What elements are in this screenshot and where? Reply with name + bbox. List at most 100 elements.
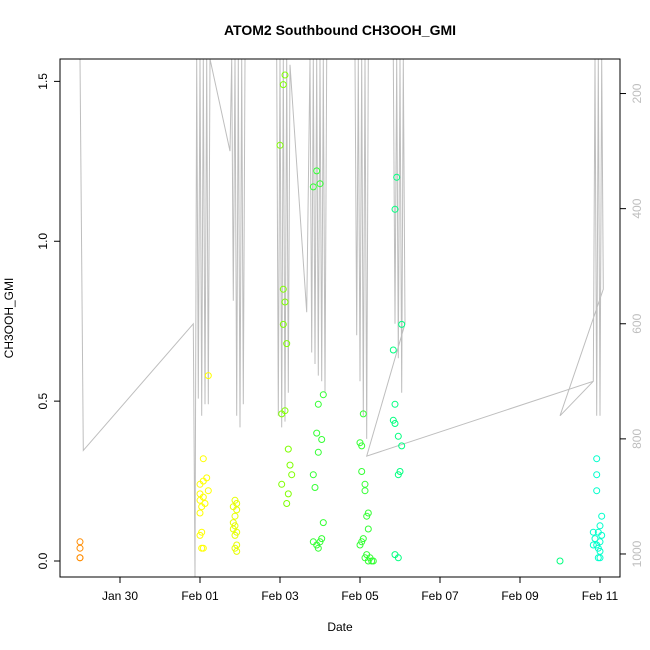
data-point — [204, 487, 212, 495]
x-tick-label: Feb 09 — [501, 589, 539, 603]
x-tick-label: Jan 30 — [102, 589, 138, 603]
data-point — [593, 455, 601, 463]
data-point — [319, 519, 327, 527]
x-tick-label: Feb 01 — [181, 589, 219, 603]
y2-tick-label: 800 — [630, 429, 644, 449]
data-point — [398, 320, 406, 328]
data-point — [358, 442, 366, 450]
data-point — [319, 391, 327, 399]
y2-tick-label: 400 — [630, 198, 644, 218]
data-point — [196, 531, 204, 539]
data-point — [199, 455, 207, 463]
x-tick-label: Feb 03 — [261, 589, 299, 603]
data-point — [284, 490, 292, 498]
data-point — [391, 400, 399, 408]
data-point — [364, 525, 372, 533]
data-point — [589, 528, 597, 536]
data-point — [394, 471, 402, 479]
data-point — [398, 442, 406, 450]
data-point — [76, 554, 84, 562]
data-point — [598, 531, 606, 539]
pressure-line-layer — [60, 59, 604, 577]
data-point — [196, 509, 204, 517]
data-point — [76, 544, 84, 552]
data-point — [313, 167, 321, 175]
y2-tick-label: 200 — [630, 83, 644, 103]
y-axis-left: 0.0 0.5 1.0 1.5 — [36, 73, 60, 569]
data-point — [363, 512, 371, 520]
data-point — [391, 420, 399, 427]
y-tick-label: 0.0 — [36, 552, 50, 569]
data-point — [589, 541, 597, 549]
x-axis-label: Date — [327, 620, 353, 634]
data-point — [284, 445, 292, 453]
data-point — [231, 531, 239, 539]
data-point — [204, 372, 212, 380]
data-point — [361, 480, 369, 488]
data-point — [556, 557, 564, 565]
data-point — [279, 81, 287, 89]
data-point — [278, 480, 286, 488]
y-tick-label: 1.0 — [36, 233, 50, 250]
data-points-layer — [76, 71, 606, 565]
chart-title: ATOM2 Southbound CH3OOH_GMI — [224, 22, 456, 38]
data-point — [233, 506, 241, 514]
x-axis: Jan 30 Feb 01 Feb 03 Feb 05 Feb 07 Feb 09 Feb … — [102, 577, 619, 603]
data-point — [361, 487, 369, 495]
data-point — [369, 557, 377, 565]
data-point — [286, 461, 294, 469]
y-tick-label: 1.5 — [36, 73, 50, 90]
data-point — [76, 538, 84, 546]
pressure-line — [60, 59, 604, 577]
y2-tick-label: 1000 — [630, 540, 644, 567]
data-point — [596, 554, 604, 562]
x-tick-label: Feb 05 — [341, 589, 379, 603]
data-point — [276, 141, 284, 149]
data-point — [278, 410, 286, 418]
data-point — [311, 484, 319, 491]
data-point — [196, 480, 204, 488]
data-point — [283, 340, 291, 348]
data-point — [356, 541, 364, 549]
data-point — [279, 320, 287, 328]
data-point — [283, 500, 291, 507]
data-point — [198, 503, 206, 511]
data-point — [598, 512, 606, 520]
data-point — [198, 544, 206, 552]
y-axis-label: CH3OOH_GMI — [2, 278, 16, 359]
data-point — [394, 554, 402, 562]
data-point — [314, 448, 322, 456]
data-point — [233, 547, 241, 555]
data-point — [231, 512, 239, 520]
data-point — [316, 180, 324, 188]
data-point — [288, 471, 296, 479]
data-point — [591, 535, 599, 543]
plot-frame — [59, 58, 621, 578]
y-tick-label: 0.5 — [36, 392, 50, 409]
data-point — [593, 487, 601, 495]
y-axis-right: 200 400 600 800 1000 — [620, 83, 644, 567]
x-tick-label: Feb 11 — [582, 589, 619, 603]
data-point — [596, 522, 604, 530]
data-point — [281, 298, 289, 306]
data-point — [394, 432, 402, 440]
data-point — [358, 468, 366, 475]
data-point — [389, 346, 397, 354]
data-point — [196, 496, 204, 504]
data-point — [593, 471, 601, 479]
data-point — [391, 205, 399, 213]
data-point — [309, 471, 317, 479]
data-point — [281, 71, 289, 79]
data-point — [314, 400, 322, 408]
x-tick-label: Feb 07 — [421, 589, 459, 603]
data-point — [313, 429, 321, 437]
data-point — [364, 557, 372, 565]
data-point — [318, 436, 326, 443]
data-point — [393, 173, 401, 181]
data-point — [309, 183, 317, 191]
y2-tick-label: 600 — [630, 313, 644, 333]
data-point — [359, 410, 367, 418]
data-point — [279, 285, 287, 293]
data-point — [314, 544, 322, 552]
